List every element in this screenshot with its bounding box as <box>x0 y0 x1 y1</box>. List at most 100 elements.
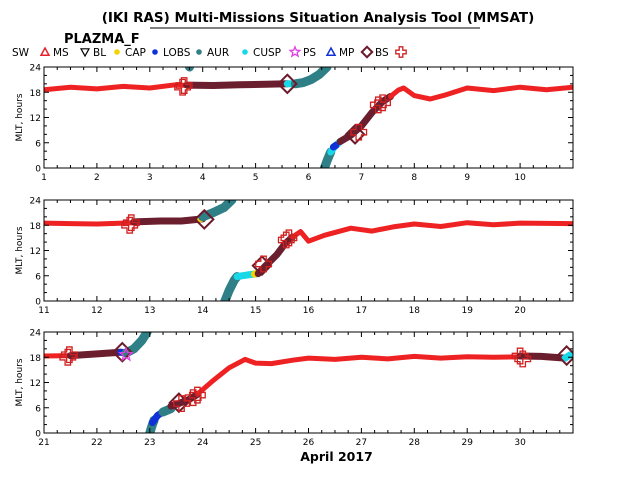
x-tick-label: 29 <box>461 438 473 448</box>
x-tick-label: 7 <box>359 173 365 183</box>
x-tick-label: 13 <box>144 306 155 316</box>
legend-label: SW <box>12 47 30 59</box>
triangle-up-icon <box>325 46 337 56</box>
y-tick-label: 6 <box>35 139 41 149</box>
series-sw <box>44 82 190 93</box>
cross-crossing-marker <box>511 347 529 365</box>
cross-crossing-marker <box>369 96 387 114</box>
y-tick-label: 12 <box>30 247 41 257</box>
chart-panel-2: 0 6 12 18 24 11 12 13 14 15 16 17 18 19 20 MLT, hours <box>15 197 574 316</box>
series-lobs <box>329 141 340 151</box>
mission-name: PLAZMA_F <box>64 32 140 47</box>
cross-crossing-marker <box>121 216 139 234</box>
diamond-icon <box>360 45 374 59</box>
legend-item-cusp: CUSP <box>242 47 281 59</box>
x-tick-label: 12 <box>91 306 102 316</box>
legend-label: BL <box>93 47 106 59</box>
x-tick-label: 28 <box>409 438 421 448</box>
series-aur <box>185 67 195 72</box>
x-tick-label: 1 <box>41 173 47 183</box>
x-tick-label: 26 <box>303 438 315 448</box>
dot-icon <box>242 49 248 55</box>
triangle-down-icon <box>79 48 91 58</box>
y-tick-label: 0 <box>35 165 41 175</box>
y-axis-label: MLT, hours <box>15 226 25 274</box>
legend-label: MP <box>339 47 354 59</box>
x-tick-label: 6 <box>306 173 312 183</box>
dot-icon <box>196 49 202 55</box>
legend: SW MS BL CAP LOBS AUR CUSP PS MP BS <box>12 44 407 59</box>
y-tick-label: 18 <box>30 354 42 364</box>
y-tick-label: 6 <box>35 272 41 282</box>
star-icon <box>288 44 302 58</box>
series-sw <box>290 220 573 244</box>
cross-crossing-marker <box>374 94 392 112</box>
y-tick-label: 0 <box>35 298 41 308</box>
legend-item-cross <box>395 46 407 58</box>
ps-crossing-marker <box>118 346 134 362</box>
chart-title: (IKI RAS) Multi-Missions Situation Analy… <box>102 10 535 26</box>
x-tick-label: 5 <box>253 173 259 183</box>
legend-item-ms: MS <box>39 46 69 59</box>
cross-crossing-marker <box>514 350 532 368</box>
legend-item-cap: CAP <box>114 47 146 59</box>
y-axis-label: MLT, hours <box>15 358 25 406</box>
cross-crossing-marker <box>60 346 78 364</box>
triangle-up-icon <box>39 46 51 56</box>
series-aur <box>290 67 332 89</box>
legend-item-mp: MP <box>325 46 354 59</box>
x-tick-label: 15 <box>250 306 261 316</box>
plot-area <box>44 332 573 433</box>
cross-crossing-marker <box>280 229 298 247</box>
series-sw <box>44 220 137 227</box>
legend-item-ps: PS <box>288 44 316 59</box>
x-tick-label: 4 <box>200 173 206 183</box>
legend-item-sw: SW <box>12 47 30 59</box>
y-tick-label: 12 <box>30 379 41 389</box>
x-tick-label: 20 <box>514 306 526 316</box>
dot-icon <box>114 49 120 55</box>
y-tick-label: 24 <box>30 329 42 339</box>
x-tick-label: 23 <box>144 438 155 448</box>
x-tick-label: 8 <box>411 173 417 183</box>
plot-area <box>44 67 573 168</box>
dot-icon <box>152 49 158 55</box>
x-tick-label: 14 <box>197 306 209 316</box>
panel-frame <box>43 199 574 302</box>
legend-label: CAP <box>125 47 146 59</box>
legend-label: BS <box>375 47 389 59</box>
panel-frame <box>43 331 574 434</box>
y-tick-label: 0 <box>35 430 41 440</box>
bs-crossing-marker <box>276 73 298 95</box>
bs-crossing-marker <box>344 123 366 145</box>
bs-crossing-marker <box>193 208 215 230</box>
cross-crossing-marker <box>255 255 272 273</box>
cross-crossing-marker <box>188 386 206 404</box>
cross-crossing-marker <box>174 78 192 96</box>
x-tick-label: 16 <box>303 306 315 316</box>
series-ms <box>183 80 291 89</box>
x-tick-label: 24 <box>197 438 209 448</box>
y-tick-label: 24 <box>30 64 42 74</box>
x-tick-label: 30 <box>514 438 526 448</box>
cross-crossing-marker <box>122 214 140 232</box>
legend-item-aur: AUR <box>196 47 229 59</box>
x-tick-label: 10 <box>514 173 526 183</box>
cross-crossing-marker <box>59 348 77 366</box>
x-tick-label: 3 <box>147 173 153 183</box>
legend-label: AUR <box>207 47 229 59</box>
x-tick-label: 2 <box>94 173 100 183</box>
series-cusp <box>561 351 573 362</box>
cross-crossing-marker <box>277 231 295 249</box>
legend-label: PS <box>303 47 316 59</box>
y-tick-label: 12 <box>30 114 41 124</box>
plot-area <box>44 200 573 301</box>
x-tick-label: 21 <box>38 438 49 448</box>
cross-crossing-marker <box>184 389 202 407</box>
x-tick-label: 9 <box>464 173 470 183</box>
y-tick-label: 6 <box>35 404 41 414</box>
cross-crossing-marker <box>175 77 193 94</box>
